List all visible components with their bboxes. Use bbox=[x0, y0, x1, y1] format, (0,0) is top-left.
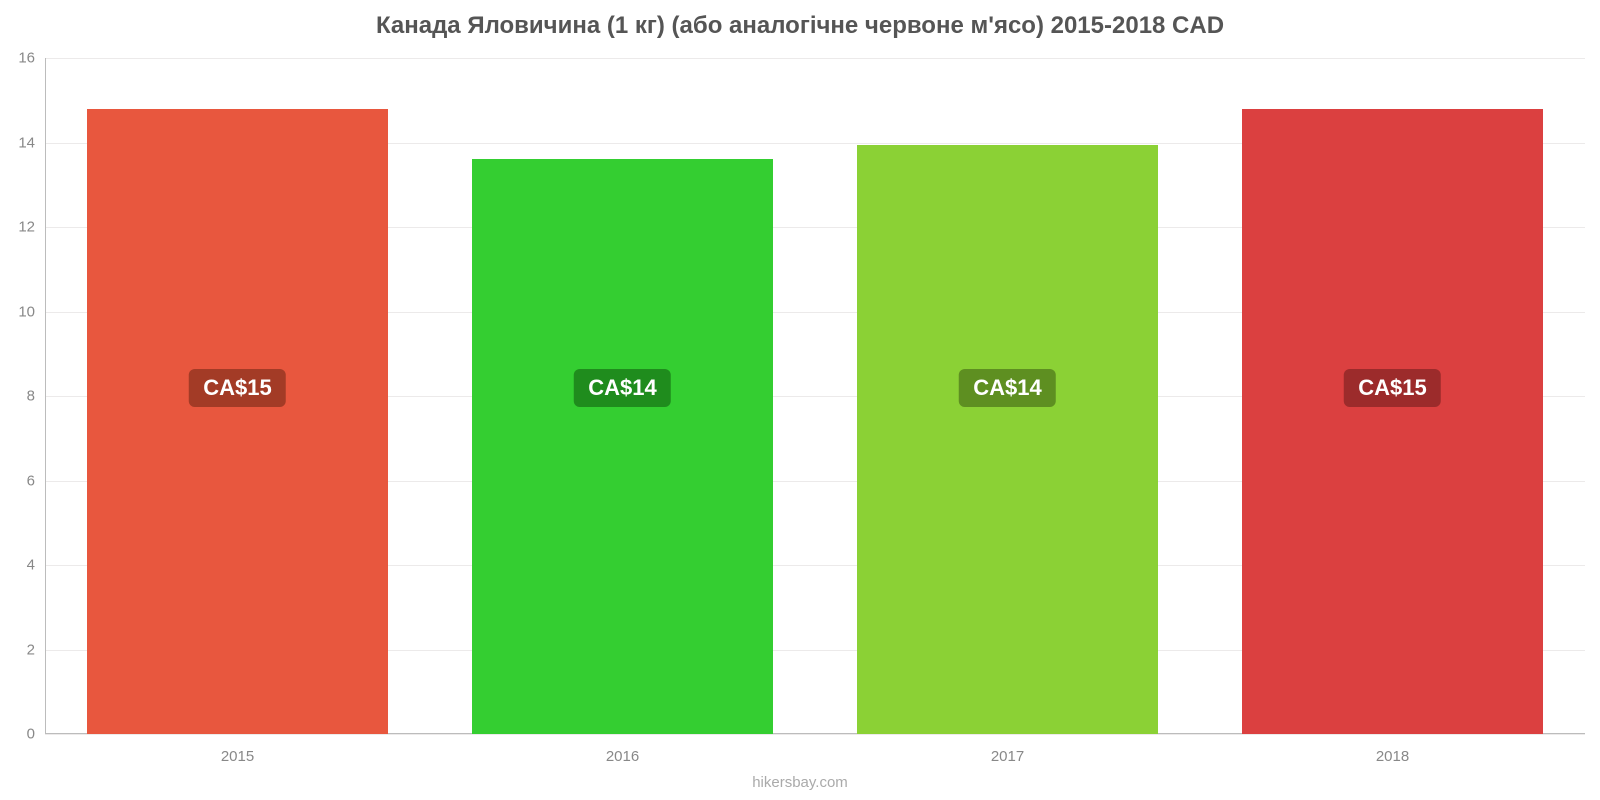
bar: CA$15 bbox=[87, 109, 387, 734]
bar-chart: Канада Яловичина (1 кг) (або аналогічне … bbox=[0, 0, 1600, 800]
y-tick-label: 4 bbox=[27, 557, 45, 574]
bar-value-label: CA$15 bbox=[1344, 369, 1440, 407]
x-tick-label: 2018 bbox=[1376, 734, 1409, 765]
y-tick-label: 12 bbox=[18, 219, 45, 236]
bar-value-label: CA$14 bbox=[574, 369, 670, 407]
y-tick-label: 14 bbox=[18, 134, 45, 151]
x-tick-label: 2015 bbox=[221, 734, 254, 765]
chart-title: Канада Яловичина (1 кг) (або аналогічне … bbox=[0, 12, 1600, 40]
bar-value-label: CA$14 bbox=[959, 369, 1055, 407]
y-tick-label: 6 bbox=[27, 472, 45, 489]
bar-value-label: CA$15 bbox=[189, 369, 285, 407]
x-tick-label: 2017 bbox=[991, 734, 1024, 765]
watermark-text: hikersbay.com bbox=[0, 774, 1600, 791]
y-tick-label: 2 bbox=[27, 641, 45, 658]
bar: CA$15 bbox=[1242, 109, 1542, 734]
bar: CA$14 bbox=[472, 159, 772, 734]
grid-line bbox=[45, 734, 1585, 735]
y-tick-label: 0 bbox=[27, 726, 45, 743]
x-tick-label: 2016 bbox=[606, 734, 639, 765]
y-tick-label: 8 bbox=[27, 388, 45, 405]
y-tick-label: 16 bbox=[18, 50, 45, 67]
y-tick-label: 10 bbox=[18, 303, 45, 320]
bar: CA$14 bbox=[857, 145, 1157, 734]
plot-area: 02468101214162015201620172018CA$15CA$14C… bbox=[45, 58, 1585, 734]
bars-layer: CA$15 CA$14 CA$14 CA$15 bbox=[45, 58, 1585, 734]
